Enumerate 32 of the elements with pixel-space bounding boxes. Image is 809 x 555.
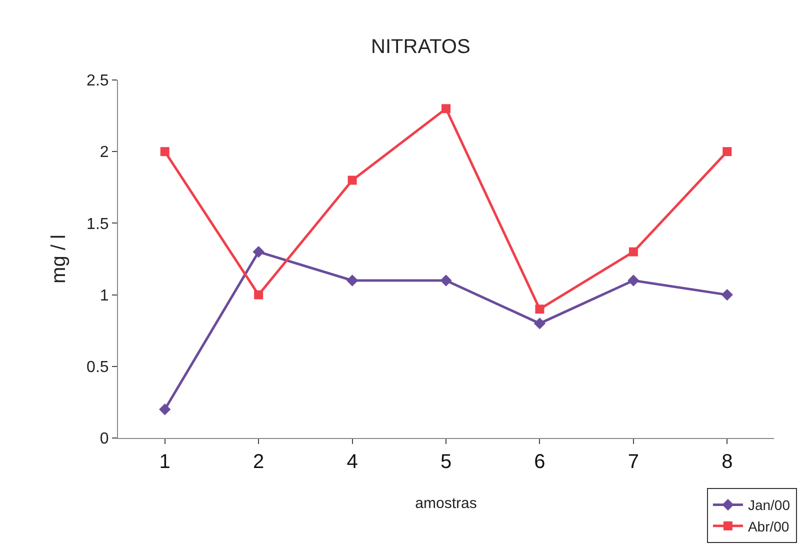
point [628,274,640,286]
point [722,147,732,156]
y-tick-label: 0.5 [86,359,109,376]
x-tick-label: 1 [159,451,170,473]
point [252,246,264,258]
x-tick-label: 4 [346,451,358,473]
x-tick-label: 5 [440,451,452,473]
legend-label: Abr/00 [748,518,790,534]
point [160,147,170,156]
point [442,104,450,114]
y-tick-label: 2.5 [86,72,109,90]
point [159,404,171,416]
point [721,288,733,301]
x-tick-label: 7 [628,451,639,473]
chart-title: NITRATOS [371,36,470,58]
y-tick-label: 1.5 [86,216,109,233]
point [346,274,358,286]
x-tick-label: 6 [534,451,546,473]
x-axis-title: amostras [415,495,477,512]
y-tick-label: 1 [100,287,109,304]
point [534,318,546,330]
point [440,274,452,286]
x-tick-label: 2 [253,451,264,473]
point [348,176,357,185]
point [254,290,264,300]
point [628,247,638,256]
y-tick-label: 2 [100,144,109,162]
legend-label: Jan/00 [748,497,790,514]
y-axis-title: mg / l [48,234,70,284]
x-tick-label: 8 [722,451,733,473]
point [535,304,544,314]
y-tick-label: 0 [100,430,109,448]
